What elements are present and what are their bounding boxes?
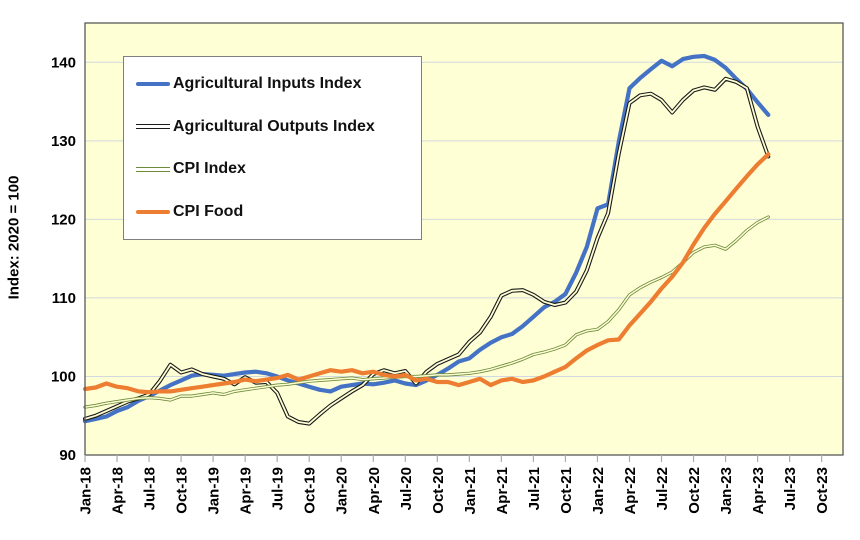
x-tick-label: Jul-18 [142,467,159,510]
legend-label: CPI Index [173,160,246,178]
x-tick-label: Apr-21 [494,467,511,515]
x-tick-label: Jul-21 [526,467,543,510]
legend-line-swatch-inputs [136,82,170,87]
legend-line-swatch-cpi [136,166,170,172]
x-tick-label: Jan-18 [78,467,95,515]
legend-item: Agricultural Inputs Index [124,75,421,93]
legend-label: Agricultural Inputs Index [173,75,362,93]
x-tick-label: Apr-23 [750,467,767,515]
y-tick-label: 130 [51,133,76,150]
x-tick-label: Jul-19 [270,467,287,510]
y-tick-label: 140 [51,54,76,71]
x-tick-label: Jan-21 [462,467,479,515]
x-tick-label: Apr-20 [366,467,383,515]
x-tick-label: Apr-22 [622,467,639,515]
y-tick-label: 110 [52,290,76,307]
y-tick-label: 100 [51,368,76,385]
x-tick-label: Jan-23 [718,467,735,515]
series-line-core-2 [84,216,770,408]
y-axis-title: Index: 2020 = 100 [5,175,23,300]
legend: Agricultural Inputs Index Agricultural O… [123,56,422,240]
x-tick-label: Apr-18 [110,467,127,515]
y-tick-label: 120 [51,211,76,228]
x-tick-label: Jan-19 [206,467,223,515]
x-tick-label: Jul-23 [782,467,799,510]
legend-item: CPI Food [124,203,421,221]
series-line-core-1 [84,77,770,425]
x-tick-label: Oct-20 [430,467,447,514]
legend-line-swatch-cpi-food [136,209,170,214]
x-tick-label: Oct-23 [814,467,831,514]
y-tick-label: 90 [59,447,76,464]
legend-label: Agricultural Outputs Index [173,117,375,135]
x-tick-label: Oct-19 [302,467,319,514]
x-tick-label: Oct-18 [174,467,191,514]
legend-item: Agricultural Outputs Index [124,118,421,136]
x-tick-label: Apr-19 [238,467,255,515]
legend-line-swatch-outputs [136,124,170,130]
x-tick-label: Jul-22 [654,467,671,510]
legend-label: CPI Food [173,202,244,220]
x-tick-label: Jan-20 [334,467,351,515]
x-tick-label: Jan-22 [590,467,607,515]
legend-item: CPI Index [124,160,421,178]
x-tick-label: Oct-22 [686,467,703,514]
series-line-3 [82,152,771,395]
plot-border [84,22,844,456]
x-tick-label: Jul-20 [398,467,415,510]
x-tick-label: Oct-21 [558,467,575,514]
